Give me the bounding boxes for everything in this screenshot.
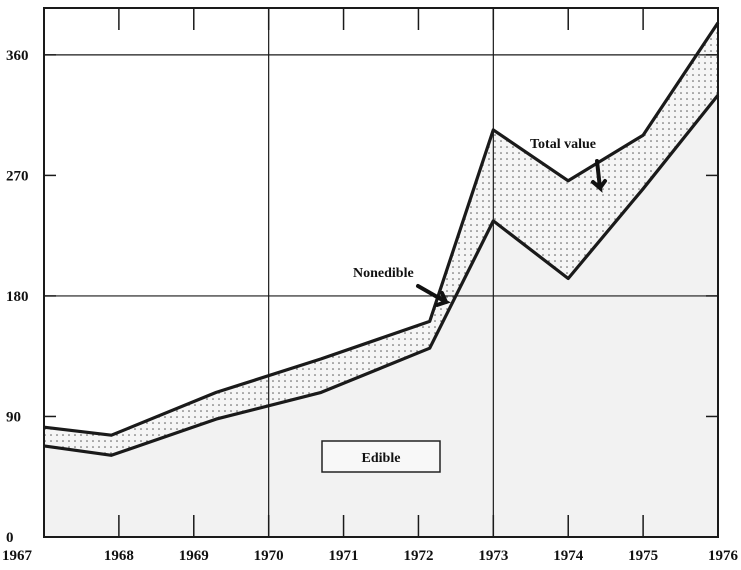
x-tick-label-1976: 1976 [708,548,739,564]
x-tick-label-1971: 1971 [329,548,359,564]
x-tick-label-1969: 1969 [179,548,209,564]
nonedible-label: Nonedible [353,266,414,281]
x-tick-label-1975: 1975 [628,548,658,564]
x-tick-label-1968: 1968 [104,548,134,564]
y-tick-label-360: 360 [6,48,29,64]
y-tick-label-0: 0 [6,530,14,546]
y-tick-label-180: 180 [6,289,29,305]
series-line-edible [43,94,720,457]
area-above-total [44,8,718,436]
x-tick-label-1972: 1972 [403,548,433,564]
total-value-label: Total value [530,137,596,152]
nonedible-band [44,22,718,456]
nonedible-arrow [416,284,451,307]
edible-label-box [321,440,441,473]
y-tick-label-90: 90 [6,409,21,425]
plot-frame [43,7,719,538]
annotation-layer: Total value Nonedible Edible [321,137,607,473]
plot-fill-layer [44,8,718,537]
x-tick-label-1974: 1974 [553,548,584,564]
y-tick-label-270: 270 [6,168,29,184]
series-layer [43,21,720,457]
series-line-total-value [43,21,720,437]
x-tick-label-1973: 1973 [478,548,508,564]
edible-label: Edible [362,451,401,466]
x-tick-label-1970: 1970 [254,548,284,564]
grid-layer [43,7,719,538]
total-value-arrow [591,159,607,193]
x-tick-label-1967: 1967 [2,548,33,564]
tick-layer: 0 90 180 270 360 1967 1968 1969 1970 1971 1972 1973… [2,8,739,564]
